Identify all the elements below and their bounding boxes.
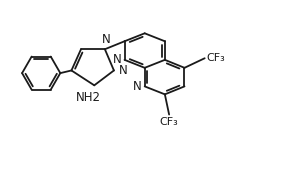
Text: NH2: NH2 [75,91,100,104]
Text: N: N [119,64,128,77]
Text: CF₃: CF₃ [160,117,178,127]
Text: N: N [133,80,142,93]
Text: N: N [102,33,110,46]
Text: N: N [112,53,121,66]
Text: CF₃: CF₃ [207,53,226,63]
